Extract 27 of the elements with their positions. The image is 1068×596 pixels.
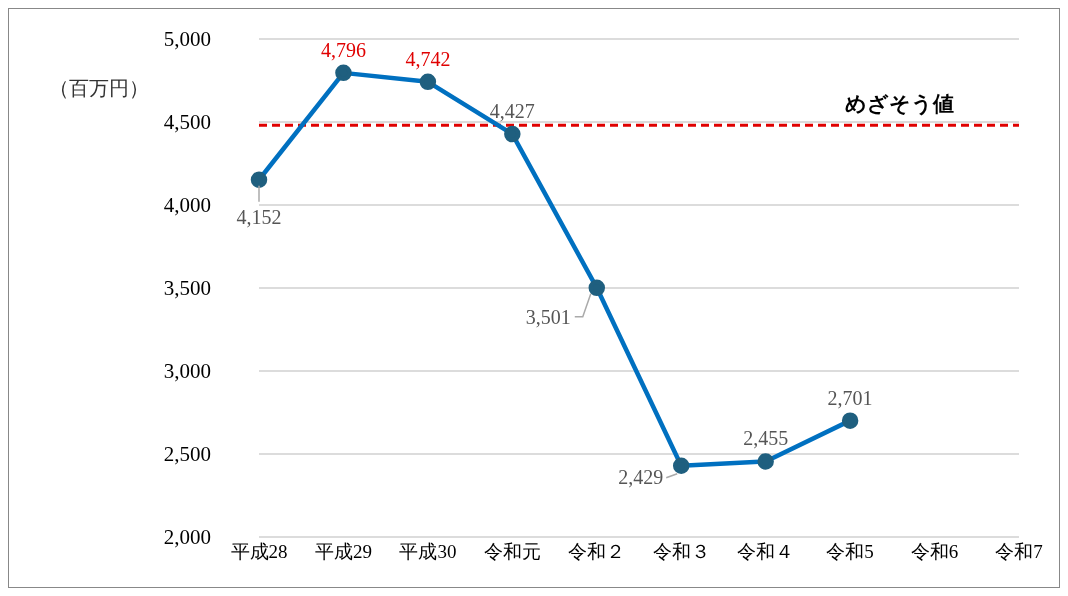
data-label: 4,152: [236, 205, 282, 228]
data-label: 4,427: [489, 100, 535, 123]
data-label: 4,796: [320, 38, 366, 61]
y-tick-label: 2,000: [163, 525, 211, 550]
data-label: 4,742: [405, 47, 451, 70]
x-tick-label: 平成30: [399, 541, 457, 563]
data-label: 2,455: [743, 427, 789, 450]
y-tick-label: 4,000: [163, 193, 211, 218]
x-tick-label: 令和7: [995, 541, 1043, 563]
x-tick-label: 令和6: [910, 541, 959, 563]
y-tick-label: 5,000: [163, 27, 211, 52]
data-label: 2,701: [827, 386, 873, 409]
y-axis-title: （百万円）: [49, 76, 149, 101]
x-tick-label: 令和３: [652, 541, 710, 563]
y-tick-label: 2,500: [163, 442, 211, 467]
y-tick-label: 4,500: [163, 110, 211, 135]
x-tick-label: 平成28: [230, 541, 288, 563]
x-tick-label: 令和４: [737, 541, 795, 563]
x-tick-label: 令和5: [826, 541, 874, 563]
y-tick-label: 3,500: [163, 276, 211, 301]
data-label: 3,501: [525, 305, 571, 328]
ref-line-label: めざそう値: [845, 92, 954, 117]
x-tick-label: 平成29: [314, 541, 372, 563]
data-label: 2,429: [618, 465, 664, 488]
y-tick-label: 3,000: [163, 359, 211, 384]
x-tick-label: 令和元: [483, 541, 541, 563]
x-tick-label: 令和２: [568, 541, 626, 563]
